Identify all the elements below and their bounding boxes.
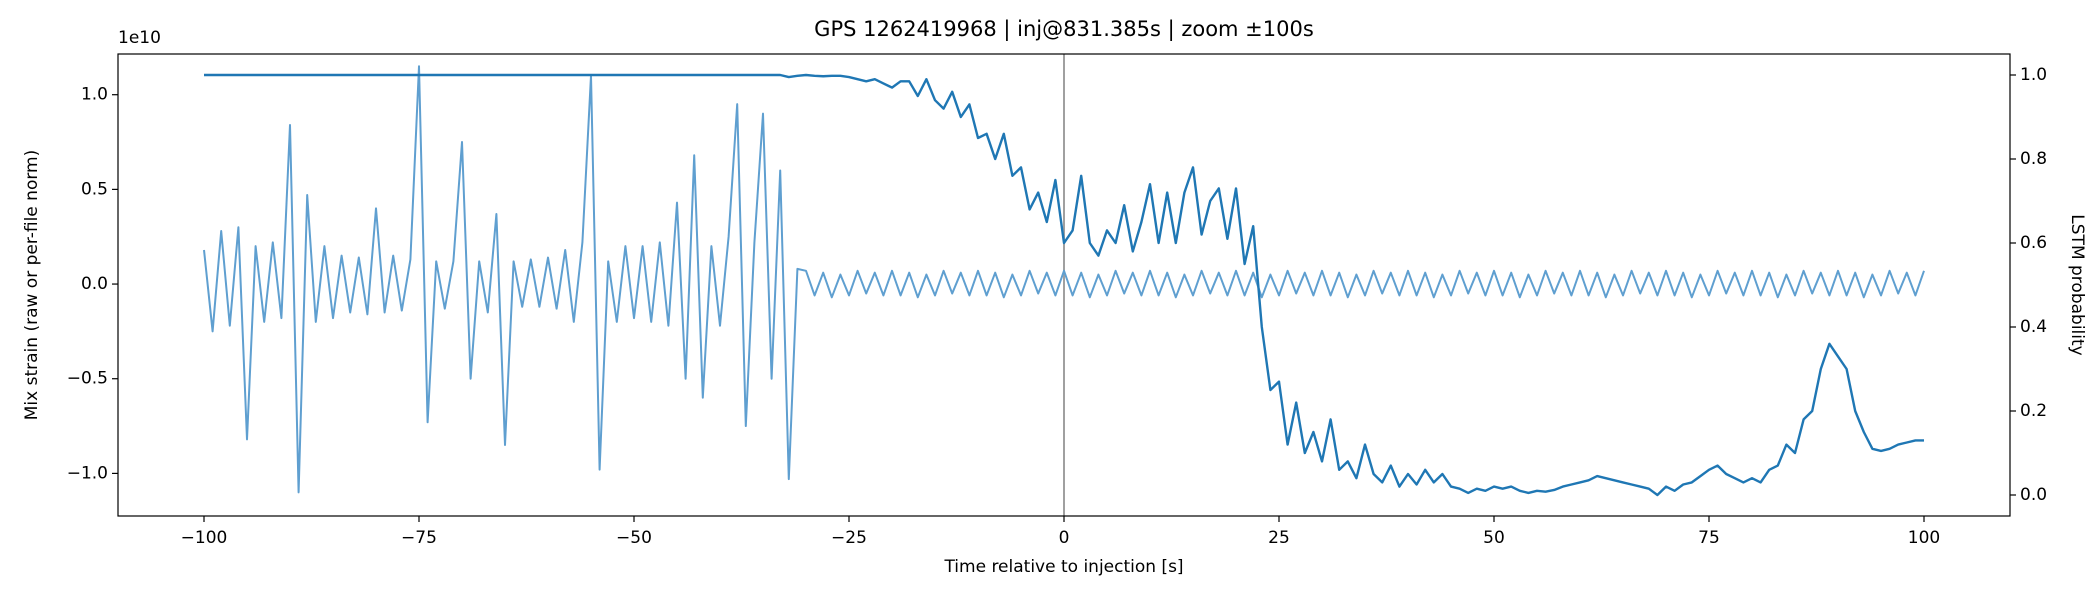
- y2-tick-label: 0.4: [2020, 317, 2047, 337]
- x-tick-label: −25: [831, 528, 867, 548]
- x-tick-label: 50: [1483, 528, 1505, 548]
- y-axis-label: Mix strain (raw or per-file norm): [22, 150, 42, 420]
- x-tick-label: −100: [181, 528, 228, 548]
- x-tick-label: −75: [401, 528, 437, 548]
- y-tick-label: −0.5: [67, 369, 108, 389]
- x-tick-label: 75: [1698, 528, 1720, 548]
- plot-frame: [117, 53, 2011, 517]
- y-tick-label: 1.0: [81, 85, 108, 105]
- y2-tick-label: 1.0: [2020, 65, 2047, 85]
- y2-tick-label: 0.0: [2020, 485, 2047, 505]
- y-offset-label: 1e10: [118, 28, 161, 48]
- y2-axis-label: LSTM probability: [2067, 214, 2087, 355]
- x-tick-label: 100: [1908, 528, 1940, 548]
- y2-tick-label: 0.8: [2020, 149, 2047, 169]
- y-tick-label: −1.0: [67, 463, 108, 483]
- x-axis-label: Time relative to injection [s]: [943, 557, 1183, 577]
- y-tick-label: 0.5: [81, 179, 108, 199]
- y2-tick-label: 0.2: [2020, 401, 2047, 421]
- x-tick-label: 0: [1059, 528, 1070, 548]
- probability-line: [204, 73, 1924, 497]
- chart-title: GPS 1262419968 | inj@831.385s | zoom ±10…: [814, 17, 1314, 42]
- y-tick-label: 0.0: [81, 274, 108, 294]
- strain-line: [203, 65, 1925, 494]
- x-tick-label: −50: [616, 528, 652, 548]
- x-tick-label: 25: [1268, 528, 1290, 548]
- y2-tick-label: 0.6: [2020, 233, 2047, 253]
